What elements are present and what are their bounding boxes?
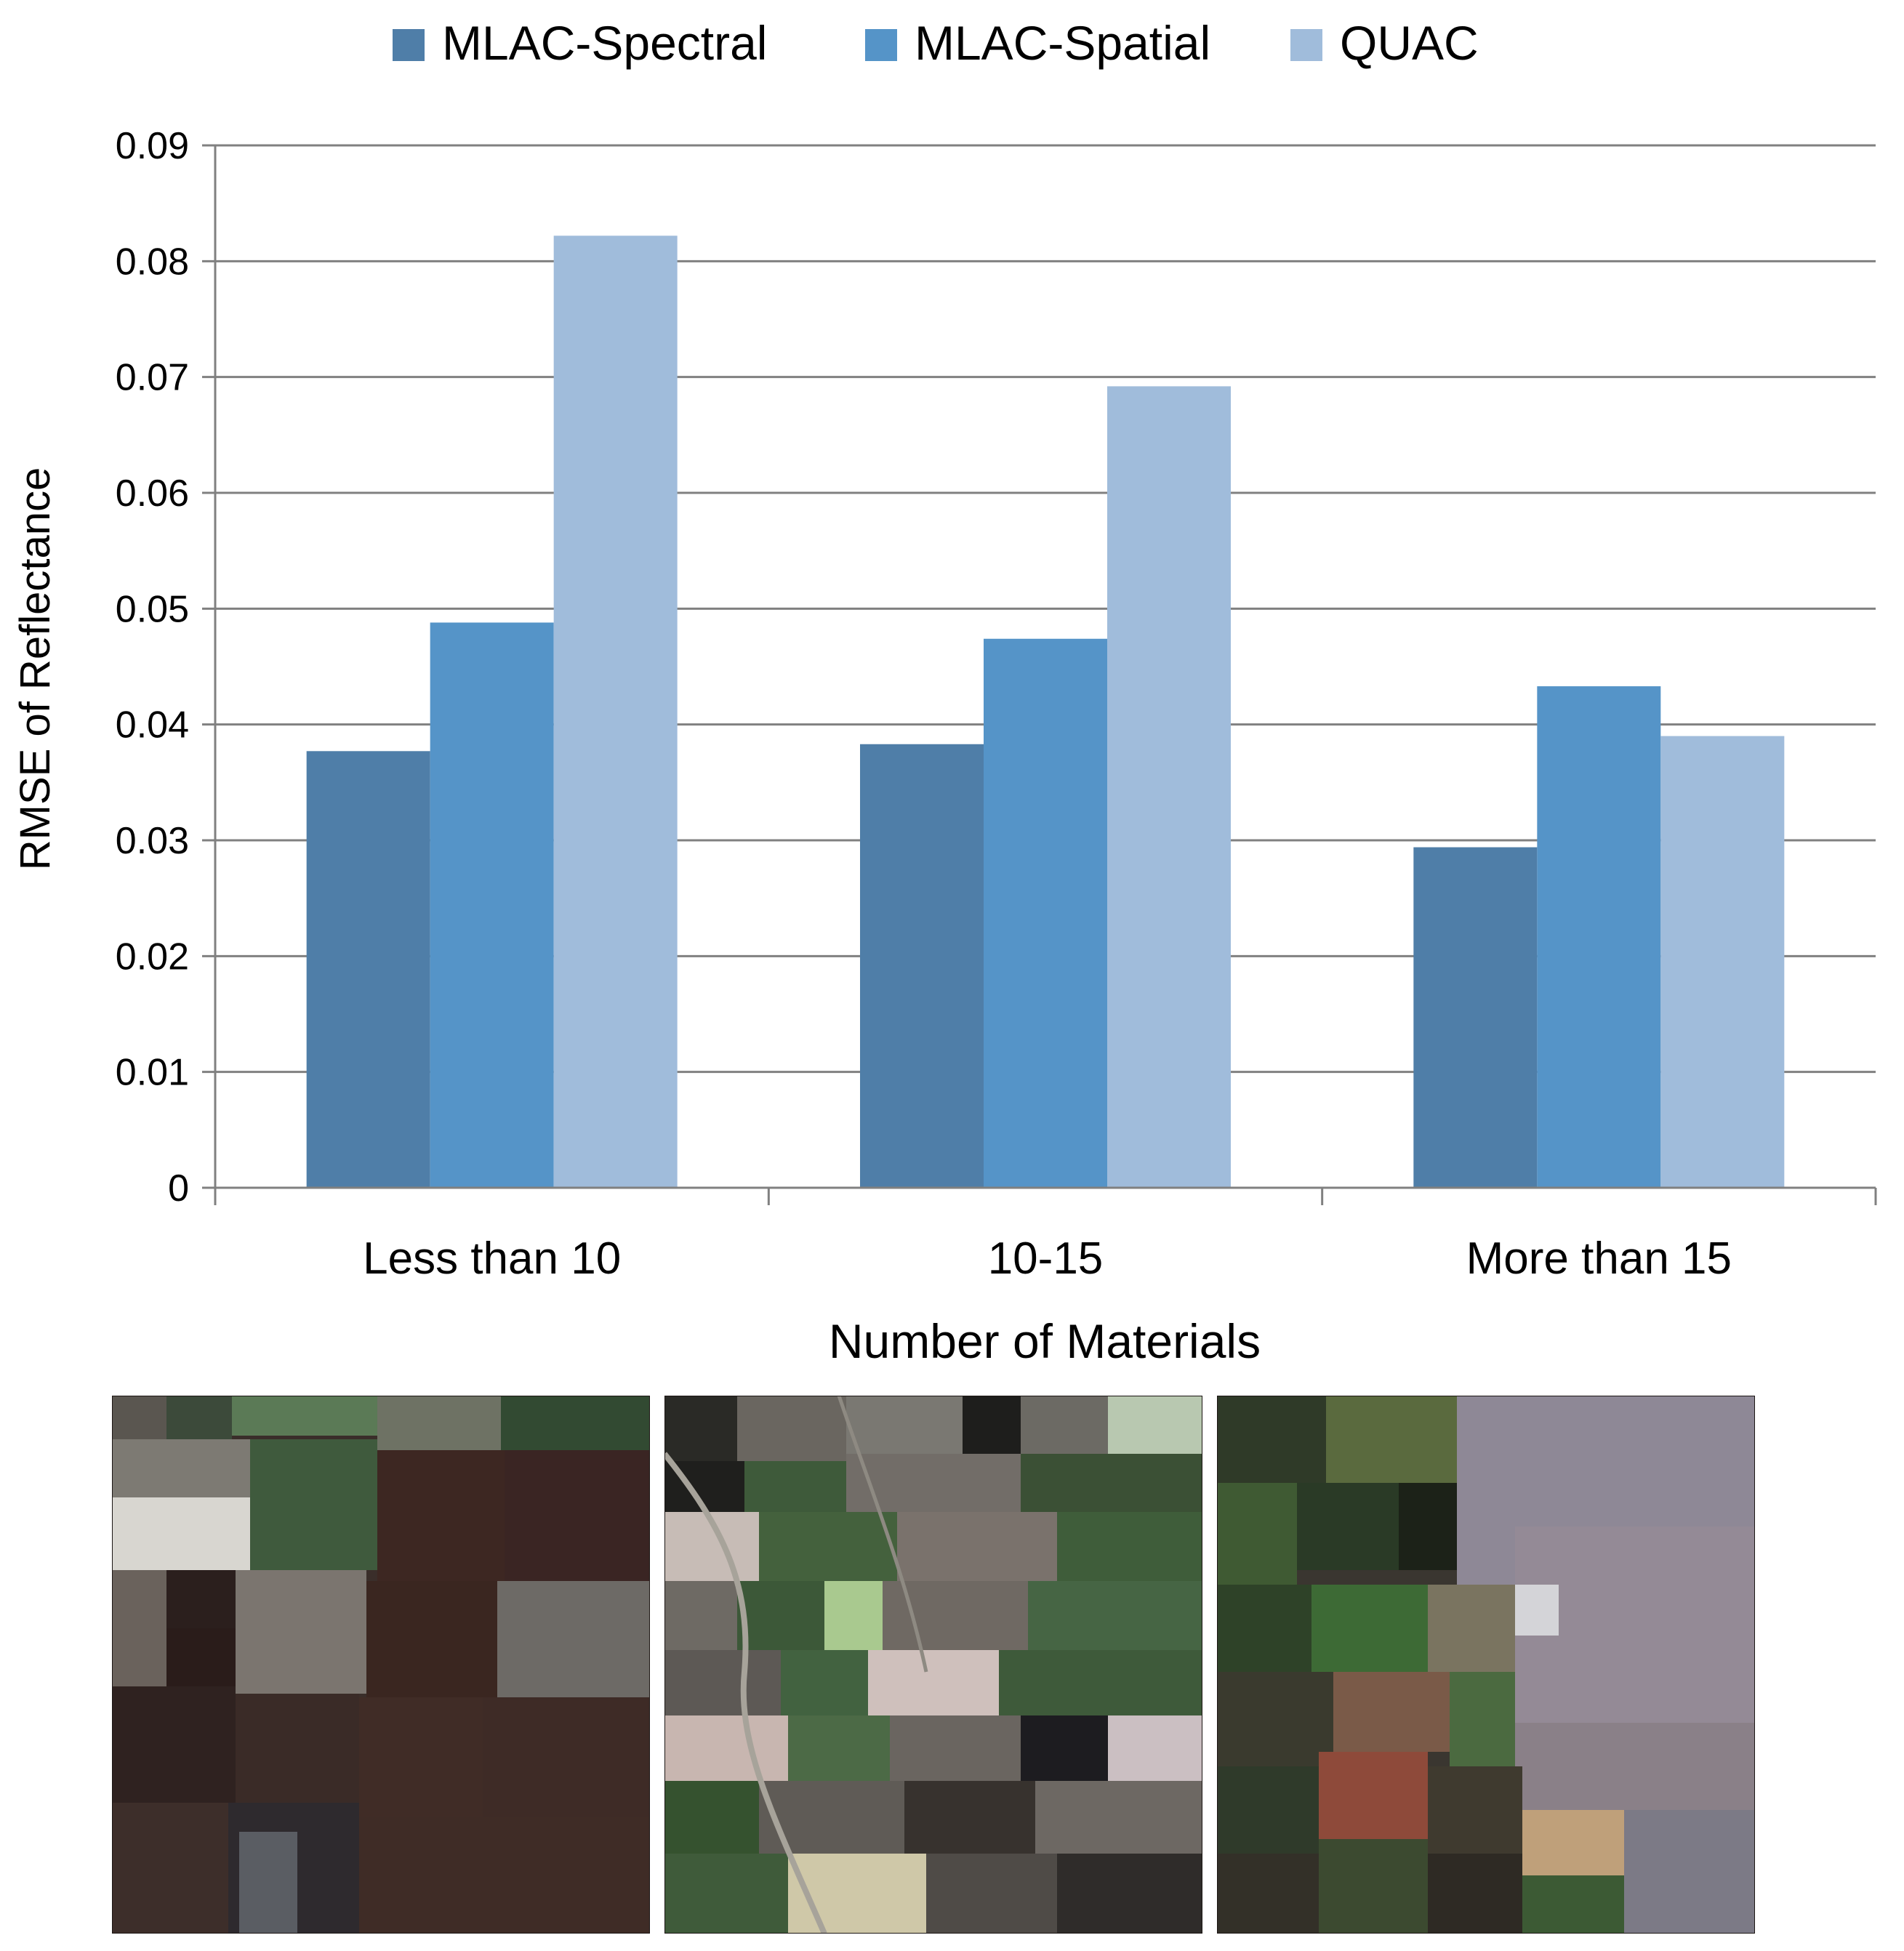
y-tick-labels: 0 0.01 0.02 0.03 0.04 0.05 0.06 0.07 0.08 0.09 (116, 125, 189, 1210)
bar (1413, 847, 1538, 1188)
y-tick-label: 0.04 (116, 704, 189, 747)
chart-axes (214, 145, 1877, 1205)
chart-bars (306, 236, 1785, 1188)
legend-swatch (1290, 29, 1322, 61)
y-tick-label: 0.01 (116, 1052, 189, 1094)
y-tick-label: 0.05 (116, 588, 189, 630)
bar (1660, 736, 1785, 1188)
legend-label: MLAC-Spatial (915, 16, 1210, 70)
x-axis-label: Number of Materials (829, 1314, 1261, 1368)
legend-swatch (393, 29, 425, 61)
y-tick-label: 0.09 (116, 125, 189, 167)
chart-legend: MLAC-Spectral MLAC-Spatial QUAC (393, 16, 1479, 70)
x-tick-label: Less than 10 (363, 1234, 621, 1284)
x-tick-labels: Less than 10 10-15 More than 15 (363, 1234, 1732, 1284)
farmland-image (112, 1396, 650, 1934)
y-tick-label: 0.06 (116, 472, 189, 515)
bar (860, 744, 984, 1188)
x-tick-label: More than 15 (1466, 1234, 1732, 1284)
bar (1537, 686, 1661, 1188)
y-axis-label: RMSE of Reflectance (12, 467, 59, 870)
rural-fields-image (664, 1396, 1202, 1934)
legend-label: MLAC-Spectral (442, 16, 767, 70)
bar (306, 751, 430, 1188)
y-tick-label: 0.03 (116, 820, 189, 862)
y-tick-label: 0.07 (116, 357, 189, 399)
bar (984, 638, 1107, 1188)
suburban-image (1217, 1396, 1755, 1934)
bar (553, 236, 678, 1188)
legend-swatch (865, 29, 897, 61)
y-tick-label: 0.08 (116, 241, 189, 283)
x-tick-label: 10-15 (988, 1234, 1104, 1284)
bar-chart: MLAC-Spectral MLAC-Spatial QUAC 00.010.020… (12, 16, 1877, 1368)
y-tick-label: 0 (168, 1167, 189, 1210)
bar (1107, 386, 1231, 1188)
bar (430, 622, 554, 1188)
y-tick-label: 0.02 (116, 936, 189, 978)
legend-label: QUAC (1340, 16, 1479, 70)
